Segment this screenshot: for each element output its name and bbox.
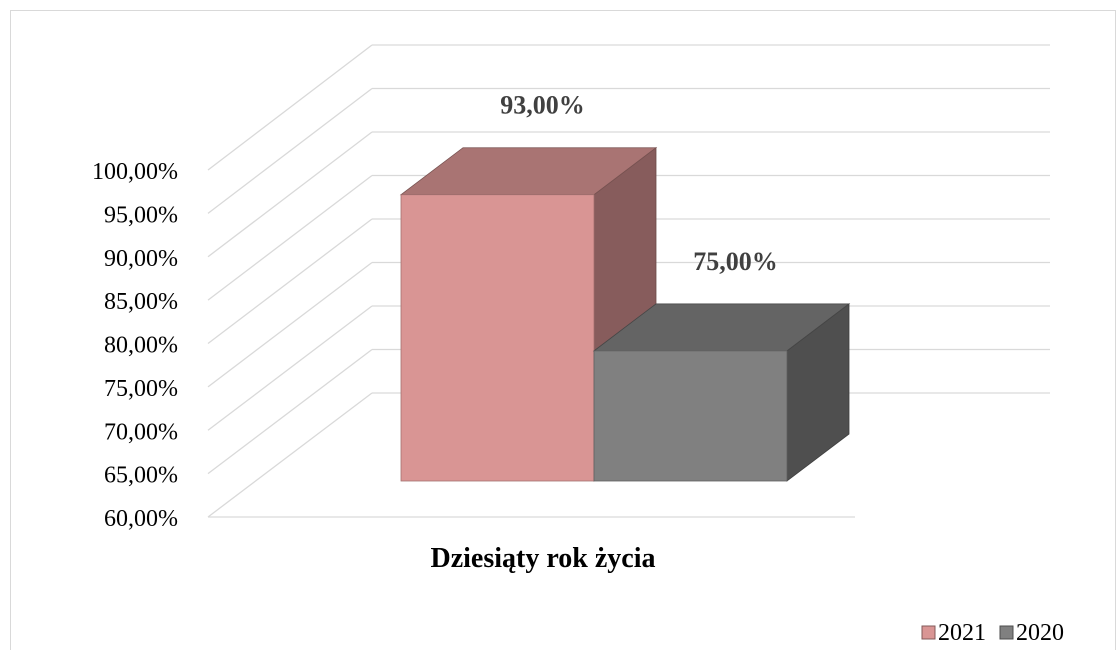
gridline-side bbox=[207, 44, 373, 171]
bar-2020 bbox=[592, 303, 851, 482]
legend: 2021 2020 bbox=[921, 620, 1064, 646]
bar-front-face bbox=[400, 194, 595, 482]
y-tick-label: 95,00% bbox=[104, 202, 178, 228]
y-axis: 60,00% 65,00% 70,00% 75,00% 80,00% 85,00% 90,0… bbox=[92, 159, 178, 532]
data-labels: 93,00% 75,00% bbox=[500, 91, 778, 276]
gridline-side bbox=[207, 131, 373, 258]
y-tick-label: 100,00% bbox=[92, 159, 178, 185]
y-tick-label: 70,00% bbox=[104, 419, 178, 445]
legend-label-2021: 2021 bbox=[938, 620, 986, 646]
legend-label-2020: 2020 bbox=[1016, 620, 1064, 646]
data-label-2020: 75,00% bbox=[693, 247, 778, 276]
y-tick-label: 80,00% bbox=[104, 333, 178, 359]
bar-front-face bbox=[593, 350, 788, 482]
category-label: Dziesiąty rok życia bbox=[431, 543, 656, 574]
legend-marker-2020 bbox=[999, 625, 1014, 640]
gridline-side bbox=[207, 392, 373, 518]
y-tick-label: 85,00% bbox=[104, 289, 178, 315]
y-tick-label: 60,00% bbox=[104, 506, 178, 532]
legend-marker-2021 bbox=[921, 625, 936, 640]
gridline-side bbox=[207, 174, 373, 301]
gridline-side bbox=[207, 87, 373, 214]
gridline-side bbox=[207, 305, 373, 431]
chart-frame bbox=[10, 10, 1116, 650]
gridline-side bbox=[207, 218, 373, 345]
data-label-2021: 93,00% bbox=[500, 91, 585, 120]
y-tick-label: 75,00% bbox=[104, 376, 178, 402]
gridline-side bbox=[207, 348, 373, 475]
gridline-side bbox=[207, 261, 373, 388]
bars bbox=[399, 146, 851, 482]
y-tick-label: 90,00% bbox=[104, 246, 178, 272]
y-tick-label: 65,00% bbox=[104, 463, 178, 489]
